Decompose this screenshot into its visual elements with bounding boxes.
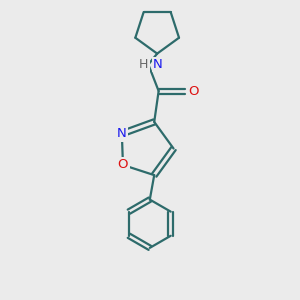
Text: H: H <box>139 58 148 71</box>
Text: O: O <box>188 85 199 98</box>
Text: O: O <box>118 158 128 172</box>
Text: N: N <box>153 58 163 71</box>
Text: N: N <box>117 127 127 140</box>
